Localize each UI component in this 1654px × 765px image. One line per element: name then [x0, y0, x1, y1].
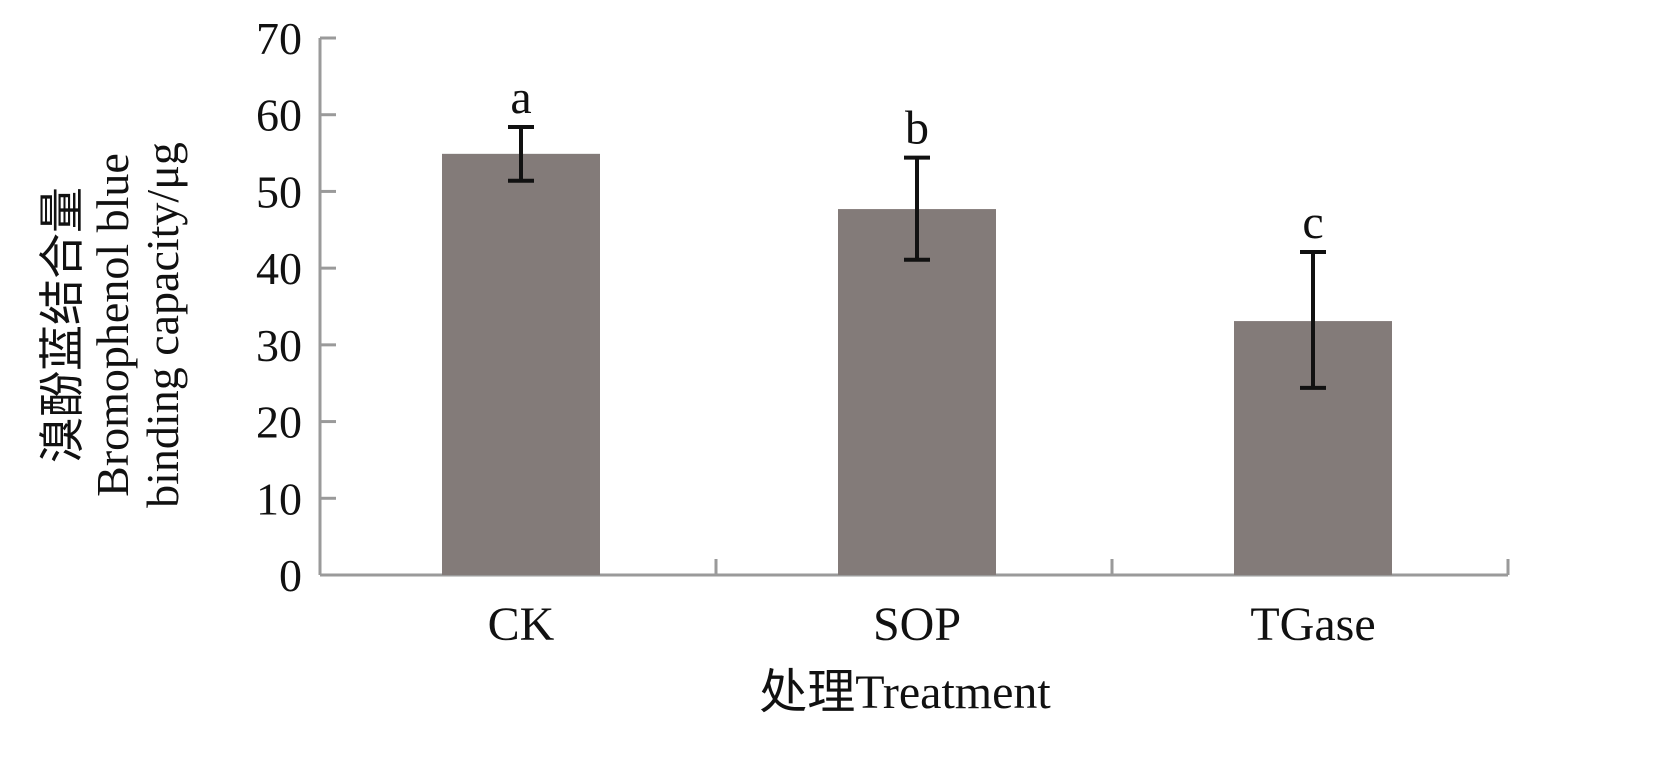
y-axis-title-line: 溴酚蓝结合量: [37, 187, 88, 463]
y-tick-label: 0: [279, 550, 302, 601]
y-axis-title-line: Bromophenol blue: [87, 153, 138, 497]
y-tick-label: 30: [256, 320, 302, 371]
bar-sop: [838, 209, 996, 575]
bar-ck: [442, 153, 600, 576]
y-tick-label: 60: [256, 90, 302, 141]
y-axis-title-line: binding capacity/μg: [137, 142, 188, 508]
x-tick-label: TGase: [1250, 598, 1375, 651]
y-tick-label: 10: [256, 473, 302, 524]
significance-label: b: [905, 102, 929, 155]
y-tick-label: 40: [256, 243, 302, 294]
significance-label: a: [510, 71, 531, 124]
x-tick-label: SOP: [873, 598, 961, 651]
x-axis-title: 处理Treatment: [759, 666, 1051, 719]
x-tick-label: CK: [488, 598, 555, 651]
y-tick-label: 70: [256, 13, 302, 64]
y-tick-label: 20: [256, 397, 302, 448]
y-tick-label: 50: [256, 166, 302, 217]
significance-label: c: [1302, 196, 1323, 249]
